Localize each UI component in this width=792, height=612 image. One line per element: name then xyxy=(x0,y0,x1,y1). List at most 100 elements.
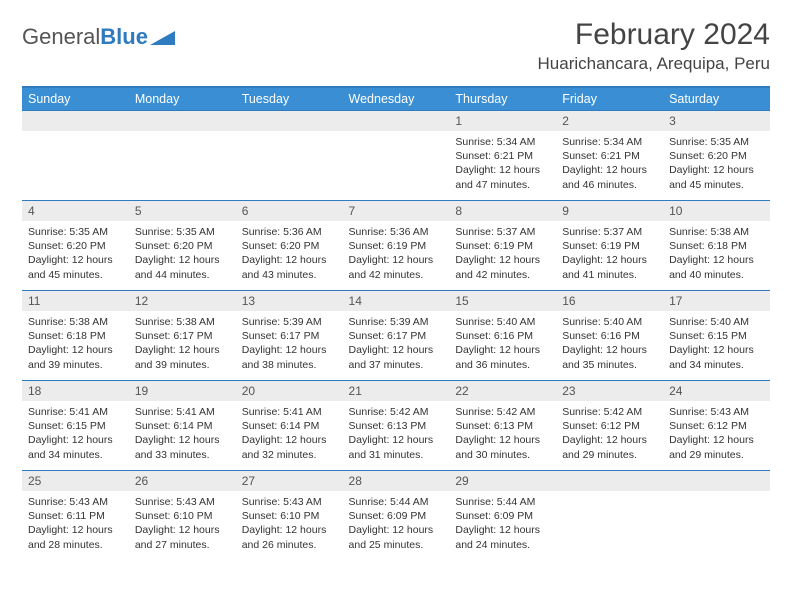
calendar-week-row: 25Sunrise: 5:43 AMSunset: 6:11 PMDayligh… xyxy=(22,471,770,561)
calendar-cell xyxy=(556,471,663,561)
day-number: 16 xyxy=(556,291,663,311)
day-details: Sunrise: 5:39 AMSunset: 6:17 PMDaylight:… xyxy=(236,311,343,378)
weekday-header: Saturday xyxy=(663,87,770,111)
day-number-empty xyxy=(22,111,129,131)
calendar-cell: 26Sunrise: 5:43 AMSunset: 6:10 PMDayligh… xyxy=(129,471,236,561)
day-number: 14 xyxy=(343,291,450,311)
brand-part1: General xyxy=(22,24,100,50)
calendar-cell: 10Sunrise: 5:38 AMSunset: 6:18 PMDayligh… xyxy=(663,201,770,291)
calendar-cell: 16Sunrise: 5:40 AMSunset: 6:16 PMDayligh… xyxy=(556,291,663,381)
day-details: Sunrise: 5:43 AMSunset: 6:12 PMDaylight:… xyxy=(663,401,770,468)
day-number: 2 xyxy=(556,111,663,131)
day-number: 27 xyxy=(236,471,343,491)
calendar-cell: 3Sunrise: 5:35 AMSunset: 6:20 PMDaylight… xyxy=(663,111,770,201)
calendar-cell: 20Sunrise: 5:41 AMSunset: 6:14 PMDayligh… xyxy=(236,381,343,471)
calendar-cell: 22Sunrise: 5:42 AMSunset: 6:13 PMDayligh… xyxy=(449,381,556,471)
weekday-header: Friday xyxy=(556,87,663,111)
day-details: Sunrise: 5:44 AMSunset: 6:09 PMDaylight:… xyxy=(343,491,450,558)
day-number: 19 xyxy=(129,381,236,401)
day-details: Sunrise: 5:38 AMSunset: 6:18 PMDaylight:… xyxy=(22,311,129,378)
page-header: GeneralBlue February 2024 Huarichancara,… xyxy=(22,18,770,74)
day-number: 11 xyxy=(22,291,129,311)
weekday-header: Wednesday xyxy=(343,87,450,111)
day-number: 20 xyxy=(236,381,343,401)
calendar-cell: 13Sunrise: 5:39 AMSunset: 6:17 PMDayligh… xyxy=(236,291,343,381)
day-number: 28 xyxy=(343,471,450,491)
day-details: Sunrise: 5:43 AMSunset: 6:11 PMDaylight:… xyxy=(22,491,129,558)
day-details: Sunrise: 5:44 AMSunset: 6:09 PMDaylight:… xyxy=(449,491,556,558)
day-details: Sunrise: 5:35 AMSunset: 6:20 PMDaylight:… xyxy=(129,221,236,288)
day-number: 15 xyxy=(449,291,556,311)
day-number: 8 xyxy=(449,201,556,221)
day-details: Sunrise: 5:41 AMSunset: 6:15 PMDaylight:… xyxy=(22,401,129,468)
calendar-cell xyxy=(236,111,343,201)
day-details: Sunrise: 5:38 AMSunset: 6:18 PMDaylight:… xyxy=(663,221,770,288)
day-number: 24 xyxy=(663,381,770,401)
calendar-cell: 15Sunrise: 5:40 AMSunset: 6:16 PMDayligh… xyxy=(449,291,556,381)
day-details: Sunrise: 5:42 AMSunset: 6:13 PMDaylight:… xyxy=(449,401,556,468)
calendar-cell: 9Sunrise: 5:37 AMSunset: 6:19 PMDaylight… xyxy=(556,201,663,291)
day-number: 9 xyxy=(556,201,663,221)
day-number: 4 xyxy=(22,201,129,221)
day-details: Sunrise: 5:43 AMSunset: 6:10 PMDaylight:… xyxy=(129,491,236,558)
day-number-empty xyxy=(129,111,236,131)
day-number: 3 xyxy=(663,111,770,131)
day-details: Sunrise: 5:37 AMSunset: 6:19 PMDaylight:… xyxy=(449,221,556,288)
day-details: Sunrise: 5:35 AMSunset: 6:20 PMDaylight:… xyxy=(663,131,770,198)
day-number-empty xyxy=(343,111,450,131)
day-details: Sunrise: 5:39 AMSunset: 6:17 PMDaylight:… xyxy=(343,311,450,378)
day-number-empty xyxy=(556,471,663,491)
day-number: 25 xyxy=(22,471,129,491)
day-number: 29 xyxy=(449,471,556,491)
weekday-header: Sunday xyxy=(22,87,129,111)
logo-triangle-icon xyxy=(150,28,176,46)
day-details: Sunrise: 5:42 AMSunset: 6:13 PMDaylight:… xyxy=(343,401,450,468)
day-details: Sunrise: 5:38 AMSunset: 6:17 PMDaylight:… xyxy=(129,311,236,378)
day-number: 12 xyxy=(129,291,236,311)
day-number: 13 xyxy=(236,291,343,311)
calendar-cell: 6Sunrise: 5:36 AMSunset: 6:20 PMDaylight… xyxy=(236,201,343,291)
day-details: Sunrise: 5:34 AMSunset: 6:21 PMDaylight:… xyxy=(449,131,556,198)
day-number: 23 xyxy=(556,381,663,401)
day-number: 10 xyxy=(663,201,770,221)
weekday-row: SundayMondayTuesdayWednesdayThursdayFrid… xyxy=(22,87,770,111)
weekday-header: Monday xyxy=(129,87,236,111)
calendar-cell: 18Sunrise: 5:41 AMSunset: 6:15 PMDayligh… xyxy=(22,381,129,471)
day-details: Sunrise: 5:41 AMSunset: 6:14 PMDaylight:… xyxy=(236,401,343,468)
calendar-cell: 19Sunrise: 5:41 AMSunset: 6:14 PMDayligh… xyxy=(129,381,236,471)
day-details: Sunrise: 5:35 AMSunset: 6:20 PMDaylight:… xyxy=(22,221,129,288)
day-number-empty xyxy=(663,471,770,491)
calendar-head: SundayMondayTuesdayWednesdayThursdayFrid… xyxy=(22,87,770,111)
calendar-cell: 4Sunrise: 5:35 AMSunset: 6:20 PMDaylight… xyxy=(22,201,129,291)
day-number: 6 xyxy=(236,201,343,221)
day-details: Sunrise: 5:36 AMSunset: 6:20 PMDaylight:… xyxy=(236,221,343,288)
calendar-cell xyxy=(663,471,770,561)
day-details: Sunrise: 5:42 AMSunset: 6:12 PMDaylight:… xyxy=(556,401,663,468)
calendar-week-row: 18Sunrise: 5:41 AMSunset: 6:15 PMDayligh… xyxy=(22,381,770,471)
calendar-week-row: 4Sunrise: 5:35 AMSunset: 6:20 PMDaylight… xyxy=(22,201,770,291)
weekday-header: Thursday xyxy=(449,87,556,111)
calendar-cell: 23Sunrise: 5:42 AMSunset: 6:12 PMDayligh… xyxy=(556,381,663,471)
calendar-table: SundayMondayTuesdayWednesdayThursdayFrid… xyxy=(22,86,770,561)
day-details: Sunrise: 5:34 AMSunset: 6:21 PMDaylight:… xyxy=(556,131,663,198)
day-number: 21 xyxy=(343,381,450,401)
day-number: 7 xyxy=(343,201,450,221)
calendar-cell xyxy=(22,111,129,201)
calendar-cell: 11Sunrise: 5:38 AMSunset: 6:18 PMDayligh… xyxy=(22,291,129,381)
calendar-cell: 24Sunrise: 5:43 AMSunset: 6:12 PMDayligh… xyxy=(663,381,770,471)
day-number: 1 xyxy=(449,111,556,131)
calendar-cell: 12Sunrise: 5:38 AMSunset: 6:17 PMDayligh… xyxy=(129,291,236,381)
day-details: Sunrise: 5:37 AMSunset: 6:19 PMDaylight:… xyxy=(556,221,663,288)
calendar-cell: 28Sunrise: 5:44 AMSunset: 6:09 PMDayligh… xyxy=(343,471,450,561)
day-number: 17 xyxy=(663,291,770,311)
calendar-cell: 2Sunrise: 5:34 AMSunset: 6:21 PMDaylight… xyxy=(556,111,663,201)
day-details: Sunrise: 5:43 AMSunset: 6:10 PMDaylight:… xyxy=(236,491,343,558)
weekday-header: Tuesday xyxy=(236,87,343,111)
calendar-cell: 1Sunrise: 5:34 AMSunset: 6:21 PMDaylight… xyxy=(449,111,556,201)
title-block: February 2024 Huarichancara, Arequipa, P… xyxy=(538,18,770,74)
brand-logo: GeneralBlue xyxy=(22,18,176,50)
day-number: 5 xyxy=(129,201,236,221)
month-title: February 2024 xyxy=(538,18,770,52)
calendar-week-row: 1Sunrise: 5:34 AMSunset: 6:21 PMDaylight… xyxy=(22,111,770,201)
calendar-week-row: 11Sunrise: 5:38 AMSunset: 6:18 PMDayligh… xyxy=(22,291,770,381)
